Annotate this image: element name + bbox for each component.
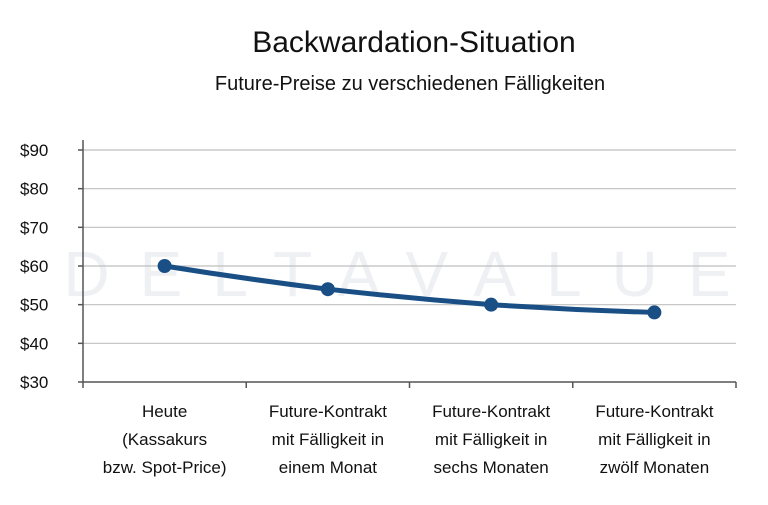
- y-tick-labels: $90 $80 $70 $60 $50 $40 $30: [20, 141, 48, 392]
- data-point: [320, 282, 335, 297]
- x-tick-labels: Heute (Kassakurs bzw. Spot-Price) Future-Ko…: [103, 402, 714, 477]
- x-tick-label-line: Future-Kontrakt: [432, 402, 550, 421]
- grid-lines: [83, 149, 736, 344]
- x-tick-label-line: bzw. Spot-Price): [103, 458, 227, 477]
- x-tick-label: Future-Kontrakt mit Fälligkeit in sechs Mo…: [432, 402, 550, 477]
- x-tick-label: Heute (Kassakurs bzw. Spot-Price): [103, 402, 227, 477]
- x-tick-label-line: Heute: [142, 402, 187, 421]
- x-tick-label-line: mit Fälligkeit in: [598, 430, 710, 449]
- x-tick-label: Future-Kontrakt mit Fälligkeit in einem Mo…: [269, 402, 387, 477]
- y-tick-label: $80: [20, 180, 48, 199]
- x-tick-label-line: Future-Kontrakt: [269, 402, 387, 421]
- series-group: [157, 259, 662, 320]
- y-tick-label: $90: [20, 141, 48, 160]
- x-tick-label: Future-Kontrakt mit Fälligkeit in zwölf Mo…: [595, 402, 713, 477]
- x-tick-label-line: einem Monat: [279, 458, 378, 477]
- x-tick-label-line: mit Fälligkeit in: [272, 430, 384, 449]
- y-tick-label: $40: [20, 334, 48, 353]
- chart-subtitle: Future-Preise zu verschiedenen Fälligkei…: [215, 73, 605, 95]
- chart-title: Backwardation-Situation: [252, 26, 576, 59]
- x-tick-label-line: (Kassakurs: [122, 430, 207, 449]
- x-tick-label-line: sechs Monaten: [433, 458, 548, 477]
- series-line: [162, 263, 657, 315]
- data-point: [647, 305, 662, 320]
- data-point: [157, 259, 172, 273]
- y-tick-label: $70: [20, 218, 48, 237]
- x-tick-label-line: mit Fälligkeit in: [435, 430, 547, 449]
- y-tick-label: $30: [20, 373, 48, 392]
- data-point: [484, 297, 499, 312]
- y-tick-label: $50: [20, 296, 48, 315]
- x-tick-label-line: zwölf Monaten: [600, 458, 710, 477]
- x-tick-label-line: Future-Kontrakt: [595, 402, 713, 421]
- y-tick-label: $60: [20, 257, 48, 276]
- axes: [78, 140, 737, 388]
